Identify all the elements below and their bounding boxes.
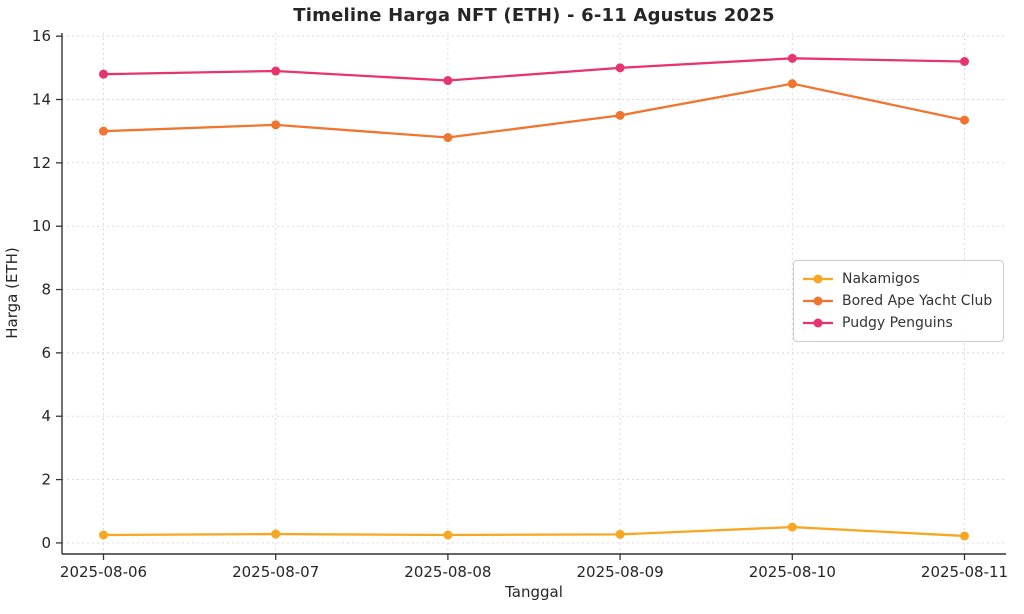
x-tick-label: 2025-08-06 (60, 563, 147, 581)
y-tick-label: 8 (41, 281, 51, 299)
series-line (102, 82, 966, 139)
y-tick-label: 6 (41, 344, 51, 362)
series-line (102, 57, 966, 82)
data-point (615, 529, 625, 539)
data-point (443, 76, 453, 86)
data-point (99, 69, 108, 79)
data-point (99, 126, 108, 136)
legend-line-marker-icon (803, 318, 833, 328)
data-point (615, 63, 625, 73)
legend-line-marker-icon (803, 296, 833, 306)
data-point (615, 110, 625, 120)
chart-title: Timeline Harga NFT (ETH) - 6-11 Agustus … (293, 5, 775, 26)
y-tick-label: 16 (32, 27, 51, 45)
data-point (271, 66, 281, 76)
legend-item: Pudgy Penguins (802, 312, 993, 334)
x-tick-label: 2025-08-11 (921, 563, 1008, 581)
legend-label: Nakamigos (842, 271, 920, 287)
y-tick-label: 2 (41, 471, 51, 489)
data-point (960, 115, 969, 125)
y-tick-label: 10 (32, 217, 51, 235)
x-tick-label: 2025-08-08 (404, 563, 491, 581)
legend-label: Bored Ape Yacht Club (842, 293, 993, 309)
y-tick-label: 0 (41, 534, 51, 552)
legend: Nakamigos Bored Ape Yacht Club Pudgy Pengu… (793, 260, 1004, 342)
x-tick-label: 2025-08-07 (232, 563, 319, 581)
data-point (787, 53, 797, 63)
data-point (960, 531, 969, 541)
data-point (443, 133, 453, 143)
data-point (960, 57, 969, 67)
legend-label: Pudgy Penguins (842, 315, 953, 331)
data-point (271, 529, 281, 539)
data-point (271, 120, 281, 130)
data-point (787, 79, 797, 89)
data-point (99, 530, 108, 540)
x-axis-label: Tanggal (505, 583, 563, 601)
legend-item: Bored Ape Yacht Club (802, 290, 993, 312)
legend-item: Nakamigos (802, 268, 993, 290)
series-line (102, 525, 966, 538)
legend-line-marker-icon (803, 274, 833, 284)
x-tick-label: 2025-08-09 (577, 563, 664, 581)
data-point (443, 530, 453, 540)
y-tick-label: 14 (32, 91, 51, 109)
y-tick-label: 4 (41, 407, 51, 425)
data-point (787, 522, 797, 532)
y-tick-label: 12 (32, 154, 51, 172)
y-axis-label: Harga (ETH) (3, 247, 21, 339)
x-tick-label: 2025-08-10 (749, 563, 836, 581)
